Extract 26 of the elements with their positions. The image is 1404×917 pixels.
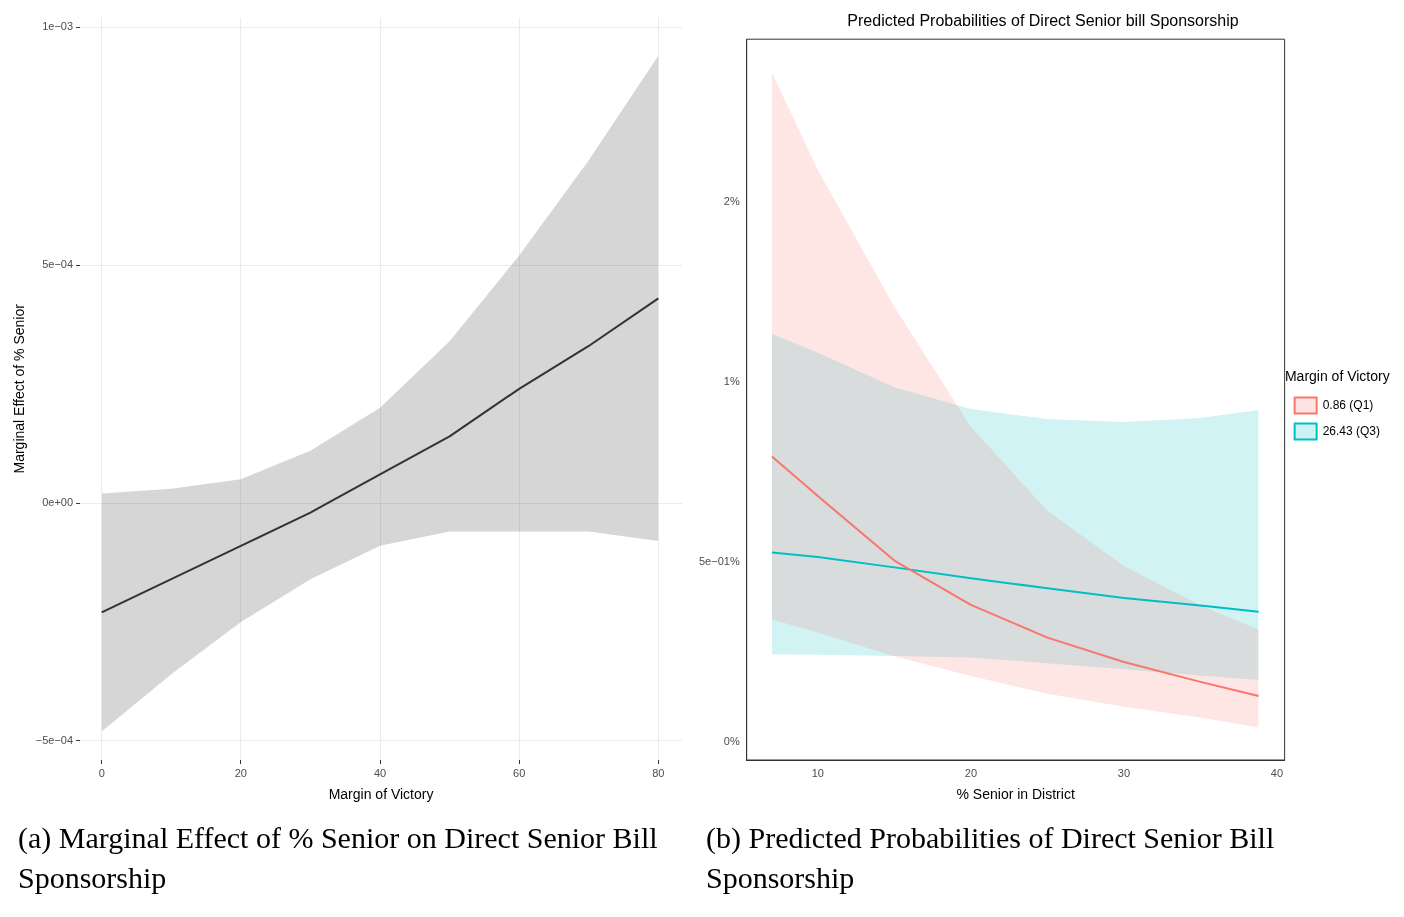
legend-label: 0.86 (Q1): [1322, 397, 1374, 412]
y-tick-label: 5e−04: [42, 258, 74, 271]
x-axis-title: Margin of Victory: [328, 786, 434, 803]
x-axis-title: % Senior in District: [956, 786, 1075, 803]
y-tick-label: 2%: [723, 195, 740, 208]
y-tick-label: 5e−01%: [698, 555, 740, 568]
legend-label: 26.43 (Q3): [1322, 423, 1381, 438]
text: (b) Predicted Probabilities of Direct Senior Bill Sponsorship: [705, 820, 1276, 896]
y-tick-label: −5e−04: [35, 734, 74, 746]
y-tick-label: 1%: [723, 375, 740, 388]
x-tick-label: 40: [1270, 766, 1284, 779]
x-tick-label: 10: [811, 766, 824, 779]
y-tick-label: 1e−03: [42, 20, 74, 33]
x-tick-label: 40: [373, 766, 387, 779]
x-tick-label: 60: [513, 766, 526, 779]
x-tick-label: 30: [1117, 766, 1131, 779]
y-tick-label: 0e+00: [42, 496, 74, 509]
legend-title: Margin of Victory: [1284, 368, 1390, 385]
x-tick-label: 80: [652, 766, 665, 779]
x-tick-label: 0: [98, 766, 105, 779]
x-tick-label: 20: [234, 766, 247, 779]
y-tick-label: 0%: [723, 735, 740, 748]
x-tick-label: 20: [964, 766, 978, 779]
chart-title: Predicted Probabilities of Direct Senior bill Sponsorship: [847, 12, 1239, 30]
y-axis-title: Marginal Effect of % Senior: [11, 303, 28, 474]
text: (a) Marginal Effect of % Senior on Direct Senior Bill Sponsorship: [17, 820, 659, 896]
